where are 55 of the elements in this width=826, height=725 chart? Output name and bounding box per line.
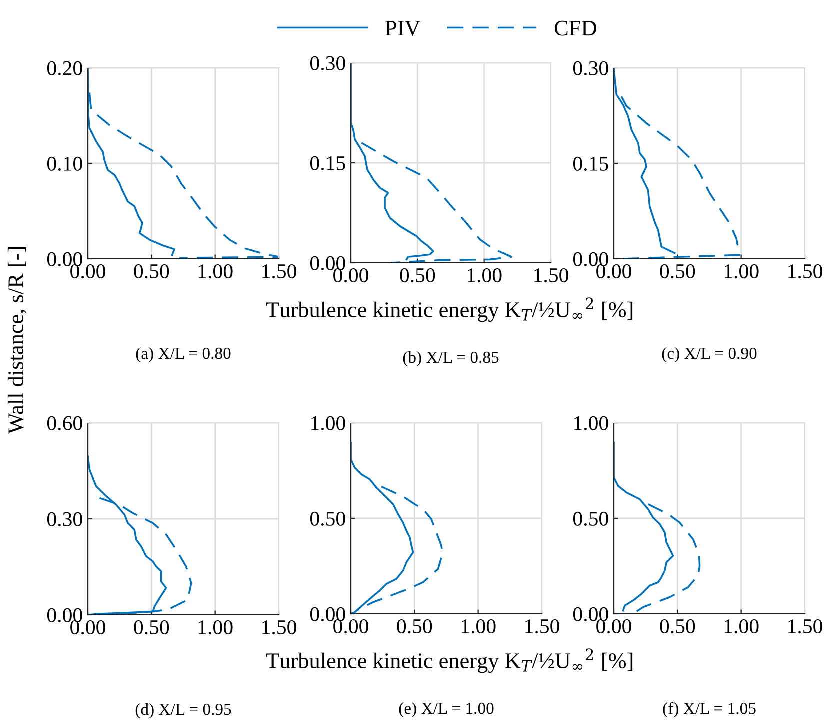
y-tick-label: 1.00 <box>574 416 608 431</box>
x-tick-label: 1.50 <box>262 264 296 279</box>
x-tick-label: 1.50 <box>526 619 560 634</box>
x-tick-label: 0.50 <box>400 268 436 283</box>
x-tick-label: 0.00 <box>334 268 368 283</box>
y-tick-label: 0.50 <box>310 512 346 526</box>
x-axis-title: Turbulence kinetic energy K$_{T}$/½U$_{∞}$$^{2}$ [%] <box>266 298 633 322</box>
y-tick-label: 0.30 <box>47 512 82 527</box>
y-tick-label: 0.60 <box>47 416 82 431</box>
x-tick-label: 1.00 <box>468 268 502 283</box>
legend-label: PIV <box>386 21 420 36</box>
line-series <box>636 503 701 613</box>
x-tick-label: 0.00 <box>334 619 368 634</box>
legend-label: CFD <box>554 20 596 36</box>
x-tick-label: 0.00 <box>596 619 632 634</box>
x-tick-label: 1.00 <box>198 264 233 279</box>
x-tick-label: 1.00 <box>724 619 759 634</box>
y-tick-label: 0.15 <box>310 156 346 171</box>
text: (e) X/L = 1.00 <box>399 702 494 718</box>
x-tick-label: 0.00 <box>70 264 106 279</box>
x-tick-label: 1.00 <box>462 619 496 634</box>
x-tick-label: 0.00 <box>596 264 632 279</box>
x-tick-label: 0.00 <box>70 620 106 635</box>
y-tick-label: 0.10 <box>47 156 82 172</box>
x-tick-label: 1.50 <box>262 620 296 635</box>
line-series <box>614 442 674 612</box>
text: (b) X/L = 0.85 <box>403 351 499 367</box>
x-axis-title: Turbulence kinetic energy K$_{T}$/½U$_{∞}$$^{2}$ [%] <box>266 648 633 674</box>
x-tick-label: 0.50 <box>134 620 170 635</box>
x-tick-label: 1.00 <box>724 264 759 279</box>
y-axis-title: Wall distance, s/R [-] <box>8 248 27 434</box>
y-tick-label: 0.00 <box>310 607 346 622</box>
text: (f) X/L = 1.05 <box>663 702 756 718</box>
x-tick-label: 0.50 <box>660 264 696 279</box>
y-tick-label: 0.00 <box>47 252 82 267</box>
y-tick-label: 0.50 <box>573 512 608 526</box>
x-tick-label: 1.50 <box>788 619 822 634</box>
x-tick-label: 1.50 <box>534 268 568 283</box>
line-series <box>360 142 513 263</box>
y-tick-label: 0.00 <box>573 252 608 267</box>
x-tick-label: 0.50 <box>397 619 432 634</box>
x-tick-label: 0.50 <box>134 264 170 279</box>
y-tick-label: 1.00 <box>312 416 346 431</box>
y-tick-label: 0.20 <box>47 61 82 76</box>
text: (a) X/L = 0.80 <box>136 347 231 363</box>
y-tick-label: 0.30 <box>573 61 608 76</box>
y-tick-label: 0.15 <box>573 156 608 172</box>
x-tick-label: 1.50 <box>788 264 822 279</box>
y-tick-label: 0.30 <box>310 56 346 71</box>
text: (c) X/L = 0.90 <box>662 347 757 363</box>
x-tick-label: 0.50 <box>660 619 696 634</box>
text: (d) X/L = 0.95 <box>136 703 232 719</box>
y-tick-label: 0.00 <box>573 607 608 622</box>
y-tick-label: 0.00 <box>47 608 82 623</box>
x-tick-label: 1.00 <box>198 620 233 635</box>
